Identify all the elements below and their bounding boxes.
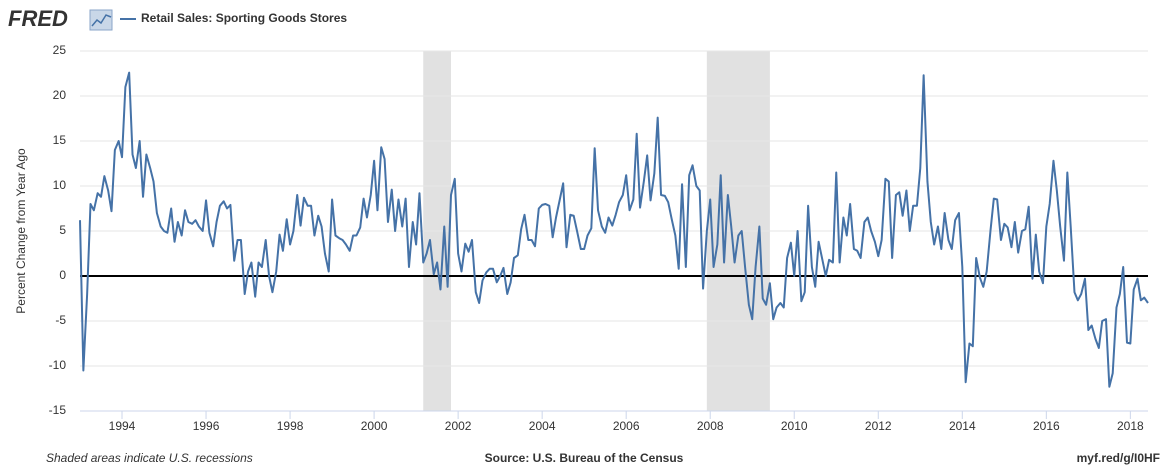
y-tick-label: -5 [55,313,66,327]
legend-label: Retail Sales: Sporting Goods Stores [141,11,347,25]
x-tick-label: 2014 [949,419,976,433]
y-tick-label: -15 [49,403,67,417]
x-tick-label: 2004 [529,419,556,433]
y-tick-label: 25 [53,43,67,57]
footer-note: Shaded areas indicate U.S. recessions [46,451,253,465]
x-tick-label: 1998 [277,419,304,433]
footer-source: Source: U.S. Bureau of the Census [485,451,684,465]
x-tick-label: 1996 [193,419,220,433]
logo-icon [89,9,113,31]
x-tick-label: 2008 [697,419,724,433]
y-tick-label: 15 [53,133,67,147]
y-tick-label: 20 [53,88,67,102]
logo: FRED [8,6,68,31]
x-tick-label: 2016 [1033,419,1060,433]
x-tick-label: 2012 [865,419,892,433]
y-tick-label: -10 [49,358,67,372]
logo-icon-line [91,14,112,27]
x-tick-label: 2006 [613,419,640,433]
x-tick-label: 2000 [361,419,388,433]
x-tick-label: 2010 [781,419,808,433]
x-tick-label: 2018 [1117,419,1144,433]
y-tick-label: 10 [53,178,67,192]
x-tick-label: 1994 [109,419,136,433]
y-tick-label: 5 [59,223,66,237]
y-tick-label: 0 [59,268,66,282]
footer-link[interactable]: myf.red/g/I0HF [1077,451,1160,465]
y-axis-label: Percent Change from Year Ago [14,148,28,314]
x-tick-label: 2002 [445,419,472,433]
series-line [79,71,1149,388]
